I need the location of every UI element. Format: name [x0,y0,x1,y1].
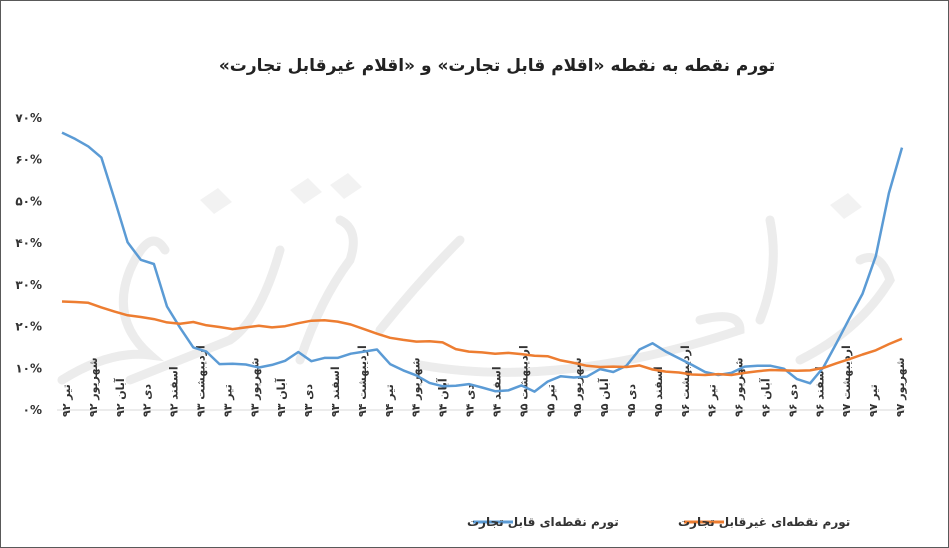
x-tick-label: اسفند ۹۶ [813,366,826,417]
series-line-nontradable [61,300,903,377]
y-tick-label: ۷۰% [15,111,42,125]
y-tick-label: ۱۰% [15,361,42,375]
x-tick-label: آبان ۹۲ [113,378,127,417]
x-tick-label: شهریور ۹۷ [894,357,907,417]
x-tick-label: تیر ۹۳ [221,384,234,417]
x-tick-label: تیر ۹۵ [544,384,557,417]
x-tick-label: شهریور ۹۲ [87,357,100,417]
x-tick-label: اردیبهشت ۹۳ [195,345,208,417]
x-tick-label: دی ۹۶ [786,384,799,417]
x-tick-label: تیر ۹۷ [867,384,880,417]
x-tick-label: دی ۹۳ [302,384,315,417]
chart-title: تورم نقطه به نقطه «اقلام قابل تجارت» و «… [219,56,775,76]
x-tick-label: اسفند ۹۳ [329,366,342,417]
x-tick-label: اردیبهشت ۹۵ [517,345,530,417]
x-tick-label: آبان ۹۳ [274,378,288,417]
x-tick-label: تیر ۹۴ [383,384,396,417]
x-tick-label: شهریور ۹۵ [571,357,584,417]
series-line-tradable [61,131,904,393]
watermark-logo [57,173,895,385]
y-tick-label: ۰% [23,403,42,417]
x-tick-label: تیر ۹۲ [60,384,73,417]
legend-label-tradable: تورم نقطه‌ای قابل تجارت [467,515,619,530]
y-tick-label: ۲۰% [15,320,42,334]
legend-label-nontradable: تورم نقطه‌ای غیرقابل تجارت [678,515,850,530]
x-tick-label: تیر ۹۶ [706,384,719,417]
x-tick-label: اسفند ۹۵ [652,366,665,417]
x-tick-label: شهریور ۹۴ [410,357,423,417]
y-tick-label: ۴۰% [15,236,42,250]
x-tick-label: اردیبهشت ۹۶ [679,345,692,417]
x-tick-label: دی ۹۵ [625,384,638,417]
x-tick-label: دی ۹۲ [141,384,154,417]
plot-area [61,131,904,393]
y-tick-label: ۵۰% [15,194,42,208]
legend: تورم نقطه‌ای قابل تجارت تورم نقطه‌ای غیر… [467,515,850,530]
x-tick-label: اسفند ۹۲ [168,366,181,417]
x-tick-label: آبان ۹۶ [758,378,772,417]
y-axis: ۰% ۱۰% ۲۰% ۳۰% ۴۰% ۵۰% ۶۰% ۷۰% [15,111,42,417]
y-tick-label: ۶۰% [15,153,42,167]
x-tick-label: اردیبهشت ۹۴ [356,345,369,417]
x-tick-label: دی ۹۴ [464,384,477,417]
x-tick-label: آبان ۹۴ [436,378,450,417]
x-tick-label: شهریور ۹۳ [248,357,261,417]
x-tick-label: اردیبهشت ۹۷ [840,345,853,417]
y-tick-label: ۳۰% [15,278,42,292]
x-axis: تیر ۹۲ شهریور ۹۲ آبان ۹۲ دی ۹۲ اسفند ۹۲ اردیب… [60,345,907,417]
x-tick-label: آبان ۹۵ [597,378,611,417]
